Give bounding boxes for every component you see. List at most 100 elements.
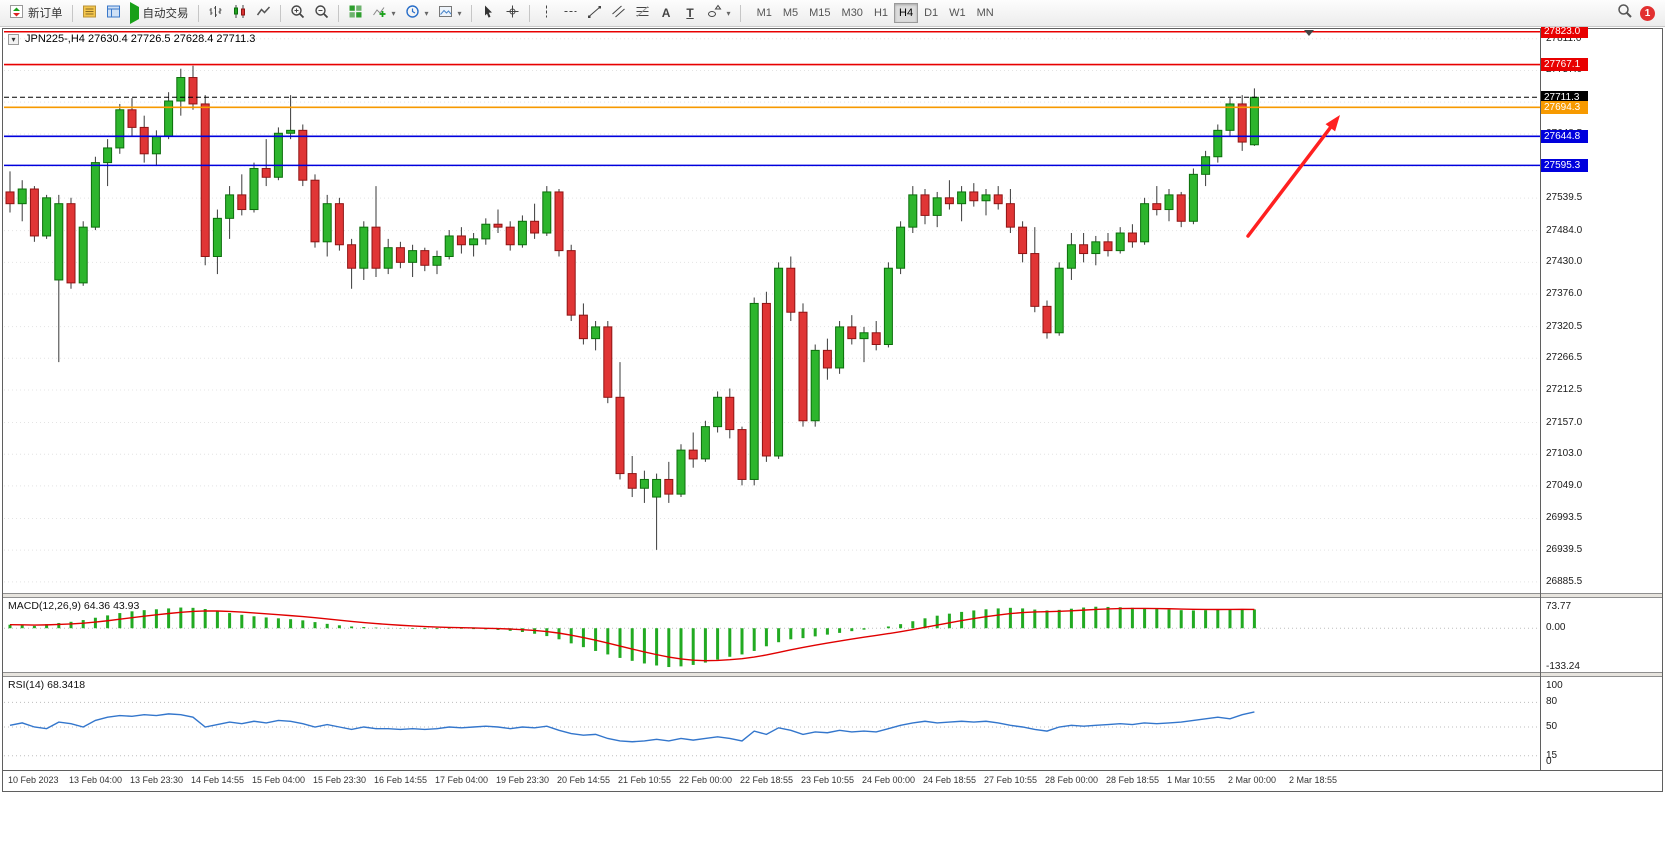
new-order-button[interactable]: 新订单 (5, 2, 67, 24)
macd-signal-value: 43.93 (113, 600, 140, 612)
crosshair-button[interactable] (501, 2, 524, 24)
timeframe-button-d1[interactable]: D1 (919, 3, 943, 23)
rsi-indicator-label: RSI(14) 68.3418 (8, 679, 85, 691)
price-axis-label: 27320.5 (1546, 320, 1583, 332)
price-badge: 27595.3 (1541, 158, 1588, 172)
horizontal-line-button[interactable] (559, 2, 582, 24)
date-label: 16 Feb 14:55 (374, 775, 428, 785)
notification-badge[interactable]: 1 (1640, 5, 1655, 21)
bar-chart-button[interactable] (204, 2, 227, 24)
symbol-ohlc-text: JPN225-,H4 27630.4 27726.5 27628.4 27711… (25, 33, 256, 45)
macd-pane-canvas[interactable] (3, 598, 1540, 672)
price-axis-label: 27376.0 (1546, 288, 1583, 300)
rsi-axis-label: 100 (1546, 680, 1563, 691)
templates-button[interactable]: ▾ (434, 2, 466, 24)
price-badge: 27767.1 (1541, 58, 1588, 72)
date-label: 24 Feb 18:55 (923, 775, 977, 785)
new-order-icon (9, 4, 24, 22)
rsi-title: RSI(14) (8, 679, 45, 691)
date-label: 24 Feb 00:00 (862, 775, 916, 785)
zoom-out-icon (314, 4, 329, 22)
candlestick-chart-button[interactable] (228, 2, 251, 24)
timeframe-toolbar: M1 M5 M15 M30 H1 H4 D1 W1 MN (752, 3, 999, 23)
periods-icon (405, 4, 420, 22)
rsi-axis-label: 15 (1546, 749, 1558, 761)
indicators-button[interactable]: ▾ (368, 2, 400, 24)
cursor-button[interactable] (477, 2, 500, 24)
tile-windows-icon (348, 4, 363, 22)
price-axis-label: 26993.5 (1546, 512, 1583, 524)
text-icon: A (661, 6, 671, 20)
rsi-pane-canvas[interactable] (3, 677, 1540, 770)
date-label: 1 Mar 10:55 (1167, 775, 1216, 785)
price-axis-divider (1540, 29, 1541, 770)
date-label: 15 Feb 23:30 (313, 775, 367, 785)
price-axis-label: 26939.5 (1546, 544, 1583, 556)
timeframe-button-w1[interactable]: W1 (944, 3, 971, 23)
shapes-button[interactable]: ▾ (703, 2, 735, 24)
periods-button[interactable]: ▾ (401, 2, 433, 24)
date-label: 17 Feb 04:00 (435, 775, 489, 785)
separator (337, 4, 339, 22)
date-label: 10 Feb 2023 (8, 775, 59, 785)
trendline-icon (587, 4, 602, 22)
autotrading-label: 自动交易 (142, 8, 189, 20)
new-order-label: 新订单 (28, 8, 63, 20)
data-window-button[interactable] (102, 2, 125, 24)
text-button[interactable]: A (655, 2, 678, 24)
chevron-down-icon: ▾ (424, 8, 429, 18)
macd-axis-label: 0.00 (1546, 622, 1566, 634)
timeframe-button-m30[interactable]: M30 (837, 3, 868, 23)
date-label: 2 Mar 18:55 (1289, 775, 1338, 785)
line-chart-icon (256, 4, 271, 22)
date-label: 27 Feb 10:55 (984, 775, 1038, 785)
channel-button[interactable] (607, 2, 630, 24)
pane-splitter-rsi[interactable] (3, 672, 1662, 677)
date-label: 23 Feb 10:55 (801, 775, 855, 785)
date-label: 20 Feb 14:55 (557, 775, 611, 785)
shapes-icon (707, 4, 722, 22)
pane-splitter-macd[interactable] (3, 593, 1662, 598)
vertical-line-icon (539, 4, 554, 22)
date-label: 28 Feb 00:00 (1045, 775, 1099, 785)
zoom-in-button[interactable] (286, 2, 309, 24)
timeframe-button-m15[interactable]: M15 (804, 3, 835, 23)
label-button[interactable]: T (679, 2, 702, 24)
rsi-axis-label: 0 (1546, 756, 1552, 767)
separator (197, 4, 199, 22)
timeframe-button-mn[interactable]: MN (972, 3, 999, 23)
zoom-in-icon (290, 4, 305, 22)
vertical-line-button[interactable] (535, 2, 558, 24)
price-axis-label: 27103.0 (1546, 448, 1583, 460)
chevron-down-icon: ▾ (457, 8, 462, 18)
price-badge: 27644.8 (1541, 129, 1588, 143)
market-watch-button[interactable] (78, 2, 101, 24)
chevron-down-icon: ▾ (391, 8, 396, 18)
macd-axis-label: -133.24 (1546, 661, 1580, 673)
fibonacci-button[interactable] (631, 2, 654, 24)
one-click-trading-toggle[interactable]: ▾ (8, 33, 19, 45)
line-chart-button[interactable] (252, 2, 275, 24)
tile-windows-button[interactable] (344, 2, 367, 24)
main-chart-canvas[interactable] (3, 29, 1540, 593)
separator (470, 4, 472, 22)
macd-indicator-label: MACD(12,26,9) 64.36 43.93 (8, 600, 139, 612)
search-icon[interactable] (1617, 3, 1633, 24)
crosshair-icon (505, 4, 520, 22)
autotrading-button[interactable]: 自动交易 (126, 2, 193, 24)
separator (528, 4, 530, 22)
zoom-out-button[interactable] (310, 2, 333, 24)
data-window-icon (106, 4, 121, 22)
timeframe-button-h1[interactable]: H1 (869, 3, 893, 23)
timeframe-button-h4[interactable]: H4 (894, 3, 919, 23)
separator (279, 4, 281, 22)
price-axis-label: 27430.0 (1546, 256, 1583, 268)
timeframe-button-m1[interactable]: M1 (752, 3, 777, 23)
label-icon: T (686, 6, 694, 20)
templates-icon (438, 4, 453, 22)
price-axis-label: 27212.5 (1546, 383, 1583, 395)
timeframe-button-m5[interactable]: M5 (778, 3, 803, 23)
trendline-button[interactable] (583, 2, 606, 24)
channel-icon (611, 4, 626, 22)
